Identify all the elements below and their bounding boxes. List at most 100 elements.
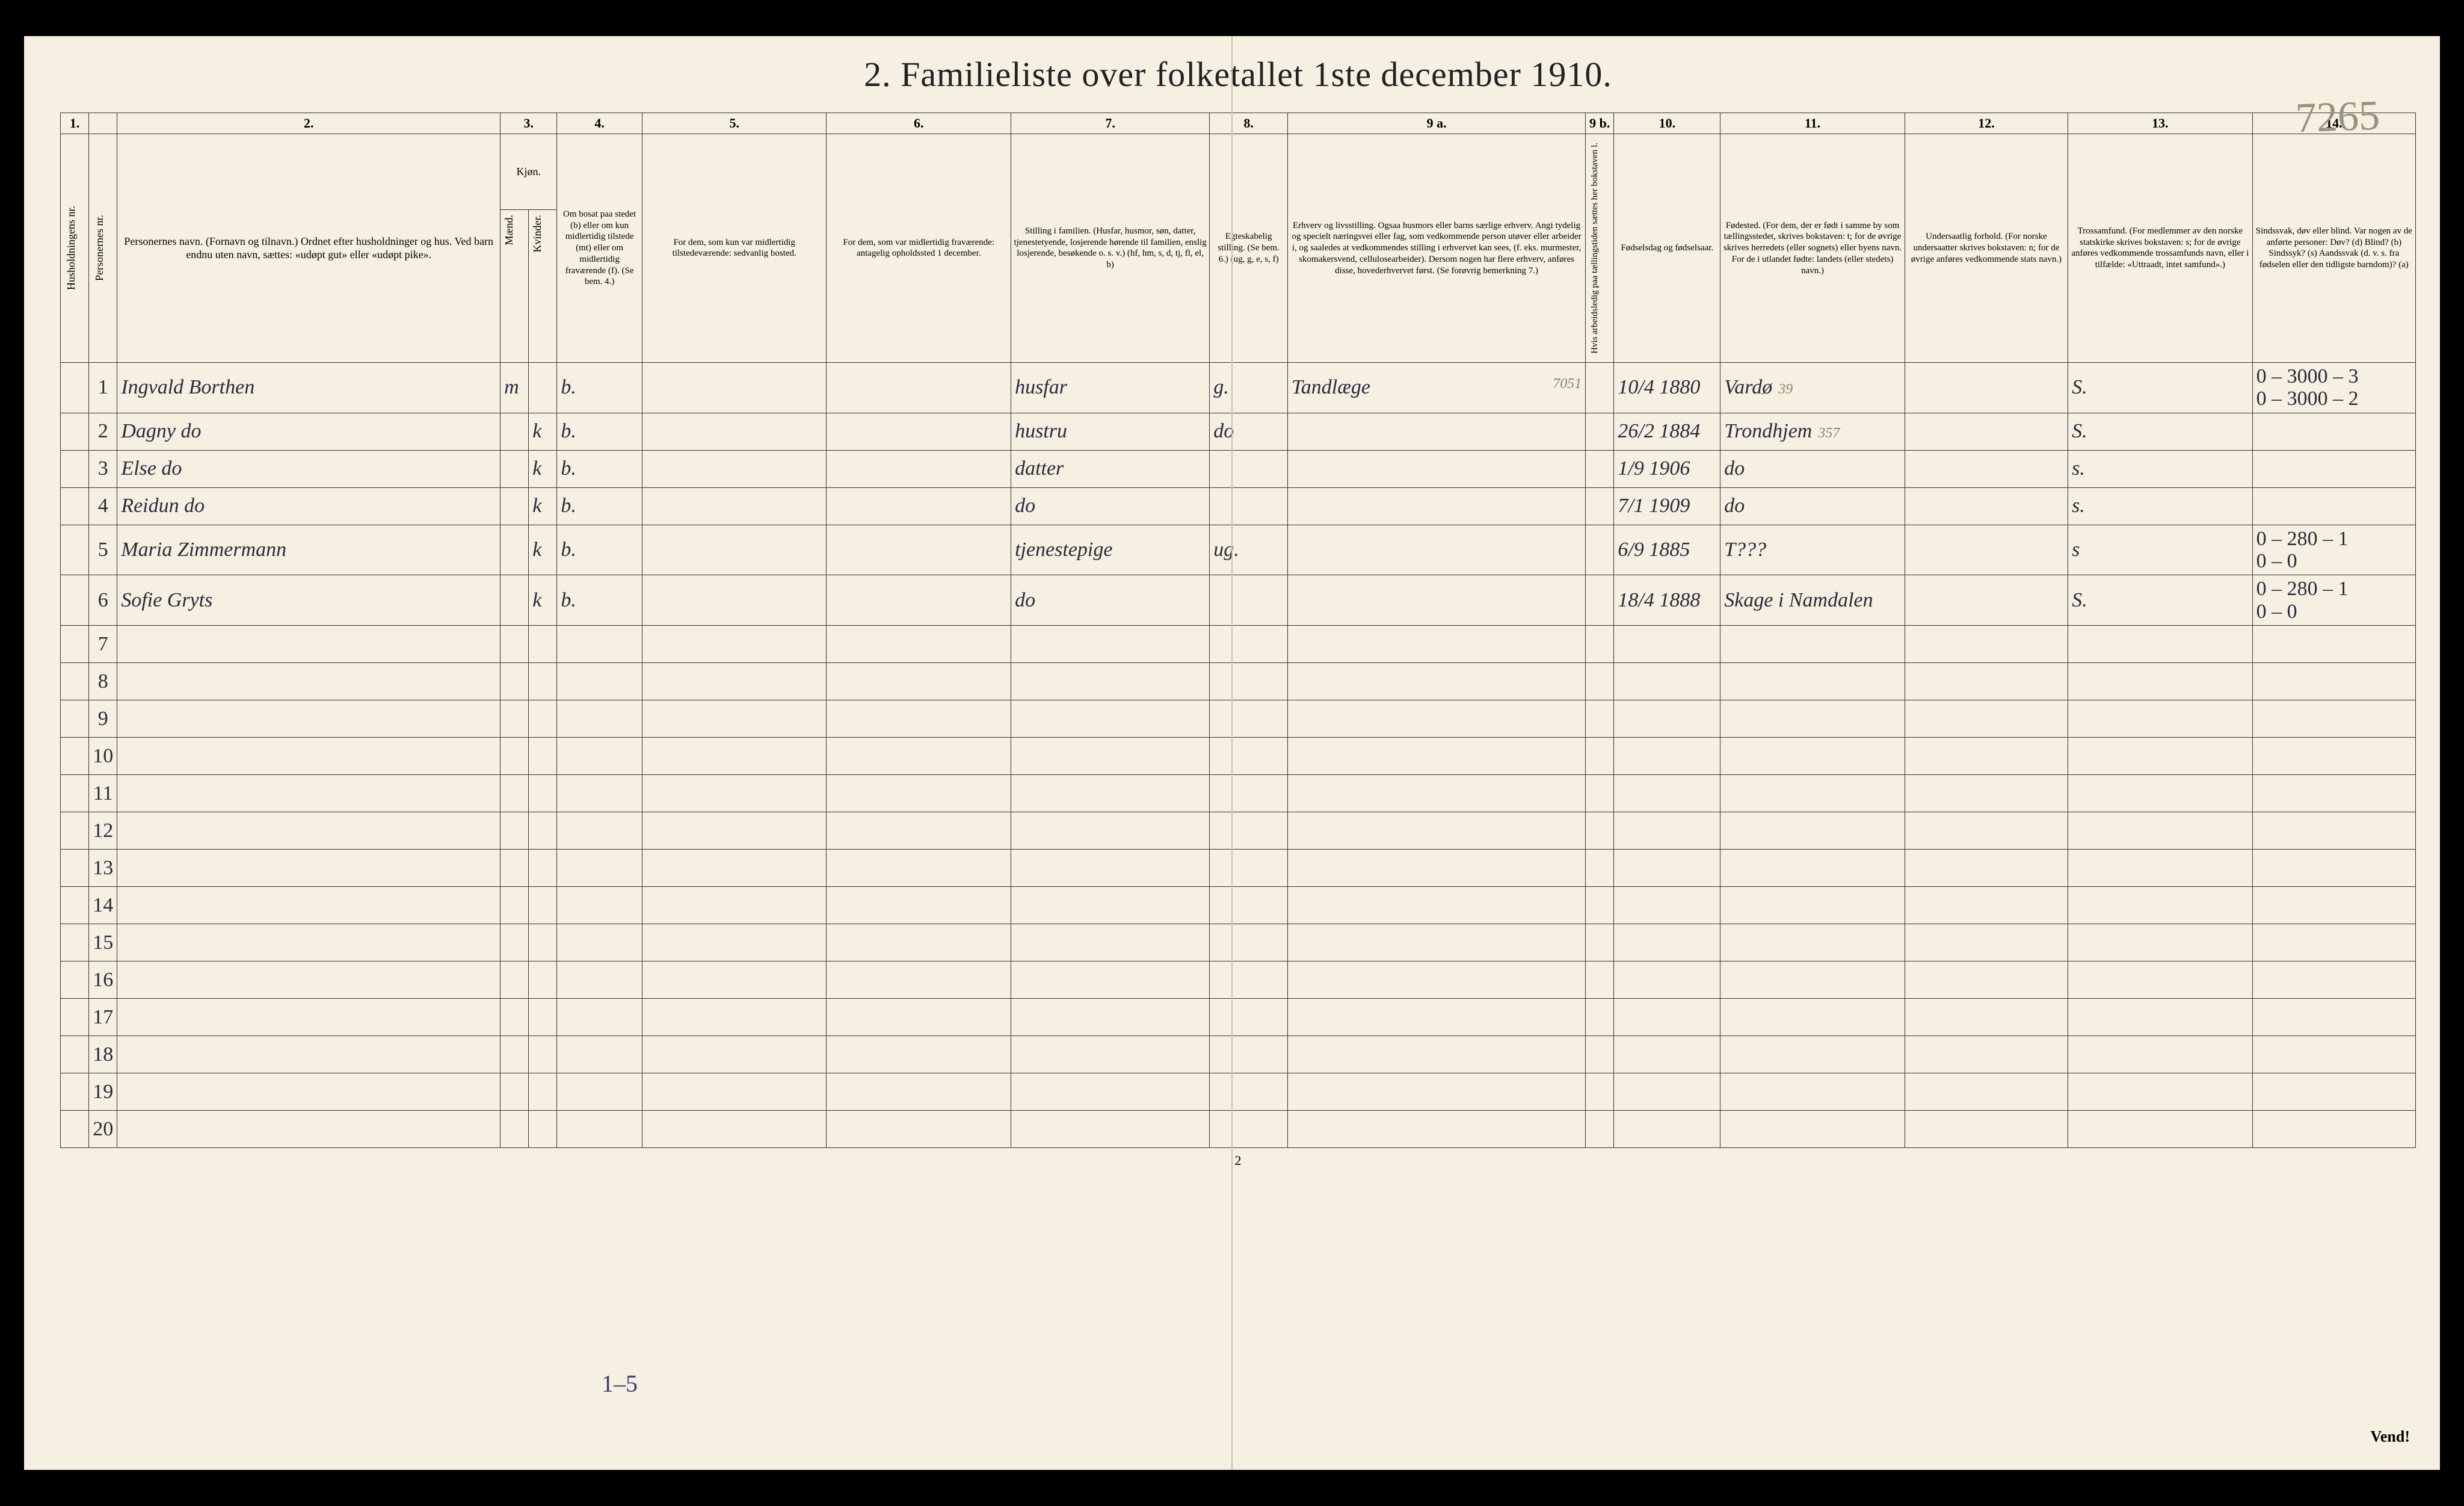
hdr-family-position: Stilling i familien. (Husfar, husmor, sø… — [1011, 134, 1210, 363]
cell-birthdate — [1614, 700, 1720, 738]
cell-sex-m — [500, 812, 529, 850]
cell-marital — [1210, 450, 1288, 487]
cell-residence: b. — [557, 575, 642, 626]
cell-family-pos — [1011, 1111, 1210, 1148]
cell-birthdate — [1614, 924, 1720, 961]
col-num: 8. — [1210, 113, 1288, 134]
cell-occupation — [1287, 487, 1585, 525]
cell-sex-k — [529, 626, 557, 663]
cell-unemployed — [1586, 700, 1614, 738]
cell-sex-k: k — [529, 525, 557, 575]
cell-residence — [557, 663, 642, 700]
cell-religion: s. — [2068, 487, 2253, 525]
cell-sex-m: m — [500, 362, 529, 413]
cell-disability — [2252, 413, 2415, 450]
cell-residence: b. — [557, 525, 642, 575]
cell-household — [61, 738, 89, 775]
cell-temp-present — [642, 1111, 827, 1148]
cell-temp-absent — [827, 924, 1011, 961]
cell-sex-m — [500, 999, 529, 1036]
cell-temp-present — [642, 999, 827, 1036]
cell-temp-absent — [827, 812, 1011, 850]
cell-occupation — [1287, 812, 1585, 850]
cell-household — [61, 812, 89, 850]
cell-unemployed — [1586, 487, 1614, 525]
cell-citizenship — [1905, 663, 2068, 700]
cell-citizenship — [1905, 525, 2068, 575]
cell-birthplace — [1720, 999, 1905, 1036]
cell-family-pos — [1011, 700, 1210, 738]
col-num — [89, 113, 117, 134]
col-num: 1. — [61, 113, 89, 134]
cell-sex-k: k — [529, 575, 557, 626]
cell-disability — [2252, 924, 2415, 961]
cell-household — [61, 626, 89, 663]
cell-sex-k — [529, 1073, 557, 1111]
cell-religion: S. — [2068, 575, 2253, 626]
cell-name: Else do — [117, 450, 500, 487]
table-row: 6Sofie Grytskb.do18/4 1888Skage i Namdal… — [61, 575, 2416, 626]
cell-marital — [1210, 999, 1288, 1036]
cell-disability — [2252, 887, 2415, 924]
cell-sex-m — [500, 1036, 529, 1073]
table-row: 12 — [61, 812, 2416, 850]
cell-household — [61, 999, 89, 1036]
cell-marital — [1210, 575, 1288, 626]
cell-family-pos — [1011, 775, 1210, 812]
cell-family-pos: do — [1011, 575, 1210, 626]
cell-sex-k — [529, 738, 557, 775]
cell-person-nr: 17 — [89, 999, 117, 1036]
cell-family-pos — [1011, 850, 1210, 887]
cell-birthdate — [1614, 663, 1720, 700]
cell-birthplace — [1720, 961, 1905, 999]
cell-birthdate — [1614, 1036, 1720, 1073]
cell-unemployed — [1586, 999, 1614, 1036]
cell-person-nr: 18 — [89, 1036, 117, 1073]
cell-citizenship — [1905, 413, 2068, 450]
census-table: 1. 2. 3. 4. 5. 6. 7. 8. 9 a. 9 b. 10. 11… — [60, 113, 2416, 1148]
cell-household — [61, 362, 89, 413]
table-row: 19 — [61, 1073, 2416, 1111]
cell-temp-absent — [827, 413, 1011, 450]
cell-sex-m — [500, 738, 529, 775]
cell-unemployed — [1586, 775, 1614, 812]
cell-temp-present — [642, 450, 827, 487]
cell-person-nr: 7 — [89, 626, 117, 663]
cell-religion — [2068, 961, 2253, 999]
cell-birthdate: 1/9 1906 — [1614, 450, 1720, 487]
cell-birthdate — [1614, 887, 1720, 924]
cell-religion: S. — [2068, 362, 2253, 413]
cell-family-pos — [1011, 626, 1210, 663]
cell-residence — [557, 1111, 642, 1148]
cell-sex-k: k — [529, 413, 557, 450]
col-num: 11. — [1720, 113, 1905, 134]
cell-citizenship — [1905, 700, 2068, 738]
col-num: 7. — [1011, 113, 1210, 134]
cell-name — [117, 999, 500, 1036]
cell-birthplace — [1720, 663, 1905, 700]
cell-religion — [2068, 1073, 2253, 1111]
cell-person-nr: 15 — [89, 924, 117, 961]
cell-marital — [1210, 961, 1288, 999]
cell-household — [61, 1073, 89, 1111]
cell-household — [61, 663, 89, 700]
table-row: 13 — [61, 850, 2416, 887]
cell-name — [117, 812, 500, 850]
cell-marital — [1210, 1111, 1288, 1148]
cell-temp-present — [642, 738, 827, 775]
table-row: 8 — [61, 663, 2416, 700]
cell-unemployed — [1586, 626, 1614, 663]
cell-name: Maria Zimmermann — [117, 525, 500, 575]
cell-unemployed — [1586, 1036, 1614, 1073]
cell-household — [61, 413, 89, 450]
cell-unemployed — [1586, 1111, 1614, 1148]
cell-citizenship — [1905, 575, 2068, 626]
cell-person-nr: 19 — [89, 1073, 117, 1111]
cell-household — [61, 450, 89, 487]
cell-temp-present — [642, 887, 827, 924]
cell-temp-absent — [827, 450, 1011, 487]
cell-household — [61, 700, 89, 738]
cell-disability — [2252, 626, 2415, 663]
cell-birthdate — [1614, 1111, 1720, 1148]
cell-sex-m — [500, 961, 529, 999]
